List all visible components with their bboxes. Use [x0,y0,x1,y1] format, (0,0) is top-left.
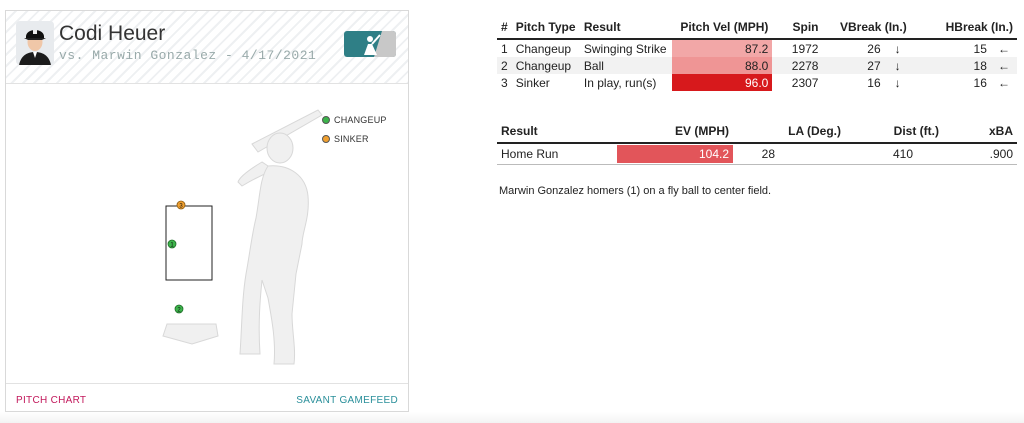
pitch-table: # Pitch Type Result Pitch Vel (MPH) Spin… [497,16,1017,91]
batter-silhouette [237,109,323,365]
hbreak-value: 15 [910,38,991,57]
table-row: Home Run 104.2 28 410 .900 [497,143,1017,165]
col-header: VBreak (In.) [822,16,911,40]
pitch-type: Changeup [511,38,580,57]
col-header: Dist (ft.) [845,120,943,144]
pitch-type: Sinker [515,75,550,90]
pitch-marker[interactable]: 2 [174,304,184,314]
pitch-spin: 2307 [791,75,819,90]
pitch-type: Changeup [511,57,580,74]
vbreak-value: 26 [822,38,885,57]
arrow-down-icon: ↓ [894,75,901,90]
pitch-number: 3 [501,75,508,90]
pitch-result: Ball [579,57,673,74]
ev-value: 104.2 [698,147,729,161]
table-row: 2 Changeup Ball 88.0 2278 27 ↓ 18 ← [497,57,1017,74]
pitch-velo: 88.0 [672,57,773,74]
bb-result: Home Run [497,143,617,165]
la-value: 28 [733,143,845,165]
col-header: LA (Deg.) [733,120,845,144]
table-row: 1 Changeup Swinging Strike 87.2 1972 26 … [497,38,1017,57]
batted-ball-table: Result EV (MPH) LA (Deg.) Dist (ft.) xBA… [497,120,1017,165]
col-header: Result [497,120,617,144]
col-header: Pitch Type [511,16,580,40]
legend-label: SINKER [334,134,369,144]
ev-cell: 104.2 [617,143,733,165]
matchup-text: vs. Marwin Gonzalez - 4/17/2021 [59,48,317,63]
ev-bar [617,145,733,163]
dist-value: 410 [845,143,943,165]
legend-sinker: SINKER [322,134,369,144]
strike-zone [165,205,213,281]
savant-gamefeed-link[interactable]: SAVANT GAMEFEED [296,395,398,406]
legend-dot-icon [322,135,330,143]
col-header: Result [579,16,673,40]
pitch-velo: 87.2 [672,38,773,57]
col-header: EV (MPH) [617,120,733,144]
arrow-left-icon: ← [990,38,1017,57]
card-header: Codi Heuer vs. Marwin Gonzalez - 4/17/20… [6,11,408,84]
legend-label: CHANGEUP [334,115,387,125]
arrow-left-icon: ← [990,57,1017,74]
pitch-number: 1 [497,38,512,57]
pitch-marker[interactable]: 3 [176,200,186,210]
pitch-spin: 1972 [772,38,823,57]
legend-dot-icon [322,116,330,124]
pitch-result: In play, run(s) [583,75,657,90]
player-avatar [16,21,54,65]
pitch-table-header: # Pitch Type Result Pitch Vel (MPH) Spin… [497,16,1017,40]
legend-changeup: CHANGEUP [322,115,387,125]
home-plate [162,323,219,345]
xba-value: .900 [943,143,1017,165]
svg-text:3: 3 [179,203,183,209]
mlb-logo-icon [344,31,396,57]
arrow-down-icon: ↓ [884,38,911,57]
player-name: Codi Heuer [59,22,166,45]
col-header: Spin [772,16,823,40]
pitch-plot: 1 2 3 [162,109,323,365]
svg-text:2: 2 [177,307,181,313]
card-footer: PITCH CHART SAVANT GAMEFEED [6,383,408,413]
col-header: Pitch Vel (MPH) [672,16,773,40]
hbreak-value: 16 [973,75,987,90]
pitch-velo: 96.0 [672,74,773,91]
svg-text:1: 1 [170,242,174,248]
play-description: Marwin Gonzalez homers (1) on a fly ball… [499,185,772,197]
pitch-result: Swinging Strike [579,38,673,57]
col-header: xBA [943,120,1017,144]
pitch-number: 2 [497,57,512,74]
hbreak-value: 18 [910,57,991,74]
vbreak-value: 27 [822,57,885,74]
arrow-left-icon: ← [997,75,1010,90]
arrow-down-icon: ↓ [884,57,911,74]
col-header: # [497,16,512,40]
bottom-shade [0,412,1024,423]
vbreak-value: 16 [867,75,881,90]
batted-ball-header: Result EV (MPH) LA (Deg.) Dist (ft.) xBA [497,120,1017,144]
pitch-chart-card: Codi Heuer vs. Marwin Gonzalez - 4/17/20… [5,10,409,412]
pitch-spin: 2278 [772,57,823,74]
table-row: 3 Sinker In play, run(s) 96.0 2307 16 ↓ … [497,74,1017,91]
col-header: HBreak (In.) [910,16,1017,40]
pitch-chart-link[interactable]: PITCH CHART [16,395,87,406]
pitch-marker[interactable]: 1 [167,239,177,249]
